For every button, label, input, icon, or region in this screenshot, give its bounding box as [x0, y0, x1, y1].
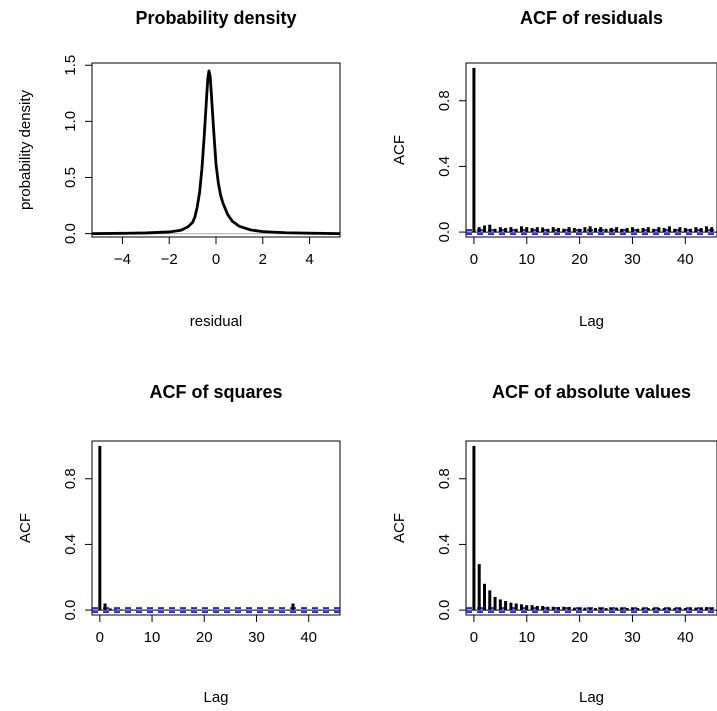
- y-axis-label: probability density: [17, 89, 34, 210]
- y-tick-label: 1.5: [62, 55, 79, 76]
- chart-panel-1: Probability density −4 −2 0 2 4 0.0 0.5 1.0 1.5 re…: [17, 8, 341, 330]
- y-tick-label: 0.0: [436, 600, 453, 621]
- x-axis-label: Lag: [203, 689, 228, 706]
- x-tick-label: 10: [518, 251, 535, 268]
- x-tick-label: 0: [470, 629, 478, 646]
- y-tick-label: 0.4: [436, 534, 453, 555]
- y-tick-label: 0.8: [436, 468, 453, 489]
- x-tick-label: 30: [624, 251, 641, 268]
- chart-title: ACF of squares: [149, 382, 282, 402]
- x-tick-label: 20: [571, 251, 588, 268]
- plot-area: [466, 67, 717, 235]
- x-axis-label: residual: [190, 313, 243, 330]
- y-tick-label: 0.0: [62, 223, 79, 244]
- x-axis-label: Lag: [579, 689, 604, 706]
- y-tick-label: 0.4: [62, 534, 79, 555]
- x-tick-label: 2: [259, 251, 267, 268]
- x-tick-label: 30: [624, 629, 641, 646]
- x-tick-label: −4: [114, 251, 131, 268]
- x-axis-label: Lag: [579, 313, 604, 330]
- plot-area: [92, 445, 340, 613]
- chart-panel-2: ACF of residuals 0 10 20 30 40 0.0 0.4 0.8 Lag ACF: [391, 8, 717, 330]
- y-tick-label: 0.8: [62, 468, 79, 489]
- x-tick-label: 40: [300, 629, 317, 646]
- x-tick-label: 30: [248, 629, 265, 646]
- x-tick-label: 10: [518, 629, 535, 646]
- x-tick-label: 10: [144, 629, 161, 646]
- x-tick-label: 0: [470, 251, 478, 268]
- x-tick-label: 20: [571, 629, 588, 646]
- plot-frame: [465, 62, 717, 238]
- x-tick-label: 40: [677, 251, 694, 268]
- chart-panel-4: ACF of absolute values 0 10 20 30 40 0.0 0.4 0.8…: [391, 382, 717, 706]
- x-tick-label: 20: [196, 629, 213, 646]
- x-tick-label: 0: [212, 251, 220, 268]
- plot-area: [92, 69, 340, 236]
- chart-title: ACF of residuals: [520, 8, 663, 28]
- y-tick-label: 0.0: [436, 222, 453, 243]
- x-tick-label: 0: [96, 629, 104, 646]
- y-tick-label: 0.4: [436, 156, 453, 177]
- plot-area: [466, 445, 717, 613]
- y-tick-label: 0.8: [436, 90, 453, 111]
- x-tick-label: −2: [161, 251, 178, 268]
- x-tick-label: 4: [305, 251, 313, 268]
- y-tick-label: 0.5: [62, 167, 79, 188]
- y-axis-label: ACF: [391, 135, 408, 165]
- y-axis-label: ACF: [17, 513, 34, 543]
- plot-frame: [465, 440, 717, 616]
- y-tick-label: 0.0: [62, 600, 79, 621]
- x-tick-label: 40: [677, 629, 694, 646]
- chart-panel-3: ACF of squares 0 10 20 30 40 0.0 0.4 0.8 Lag ACF: [17, 382, 341, 706]
- density-line: [92, 69, 340, 236]
- plot-frame: [91, 440, 341, 616]
- y-axis-label: ACF: [391, 513, 408, 543]
- chart-title: ACF of absolute values: [492, 382, 691, 402]
- chart-title: Probability density: [135, 8, 296, 28]
- y-tick-label: 1.0: [62, 111, 79, 132]
